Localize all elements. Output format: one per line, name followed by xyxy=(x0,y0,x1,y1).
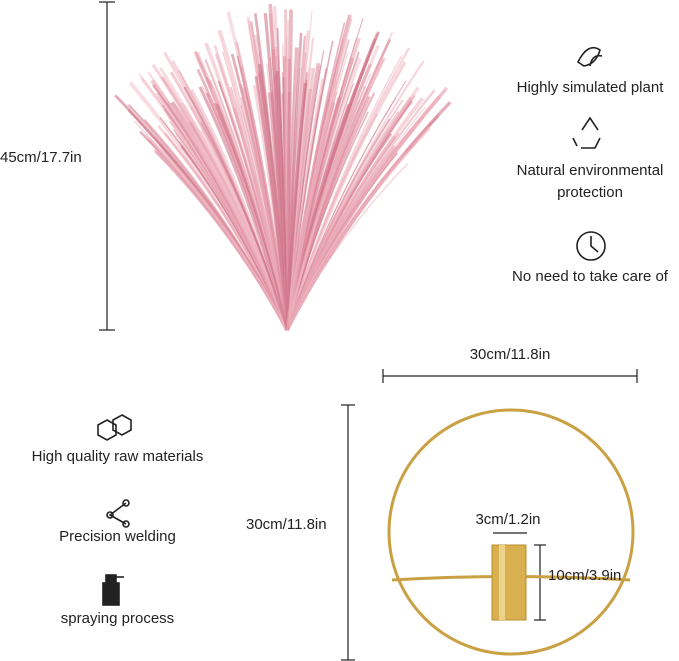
plume-strand xyxy=(147,71,288,331)
plume-strand xyxy=(215,103,289,331)
plume-strand xyxy=(285,125,431,331)
plume-strand xyxy=(285,9,293,331)
feature-label: No need to take care of xyxy=(512,268,668,285)
ring-height-label: 30cm/11.8in xyxy=(246,516,327,533)
plume-strand xyxy=(144,133,289,331)
plume-strand xyxy=(285,38,351,331)
feature-label: Natural environmental protection xyxy=(516,162,664,201)
plume-strand xyxy=(286,55,338,331)
pampas-plume xyxy=(114,3,452,331)
holder-height-label: 10cm/3.9in xyxy=(548,567,622,584)
plume-strand xyxy=(285,61,407,331)
plume-strand xyxy=(285,135,397,331)
plume-strand xyxy=(214,53,289,331)
plume-strand xyxy=(183,86,289,331)
feature-label: spraying process xyxy=(60,610,175,627)
dimension-lines xyxy=(99,1,638,661)
feature-label: High quality raw materials xyxy=(31,448,204,465)
feature-label: Precision welding xyxy=(59,528,176,545)
plant-height-label: 45cm/17.7in xyxy=(0,149,82,166)
plume-strand xyxy=(242,87,288,331)
ring-width-label: 30cm/11.8in xyxy=(469,346,551,363)
holder-width-label: 3cm/1.2in xyxy=(475,511,541,528)
plume-strand xyxy=(250,21,289,331)
plume-strand xyxy=(286,73,372,331)
feature-icons xyxy=(97,46,606,606)
feature-label: Highly simulated plant xyxy=(516,79,664,96)
gold-ring-holder xyxy=(387,408,635,656)
